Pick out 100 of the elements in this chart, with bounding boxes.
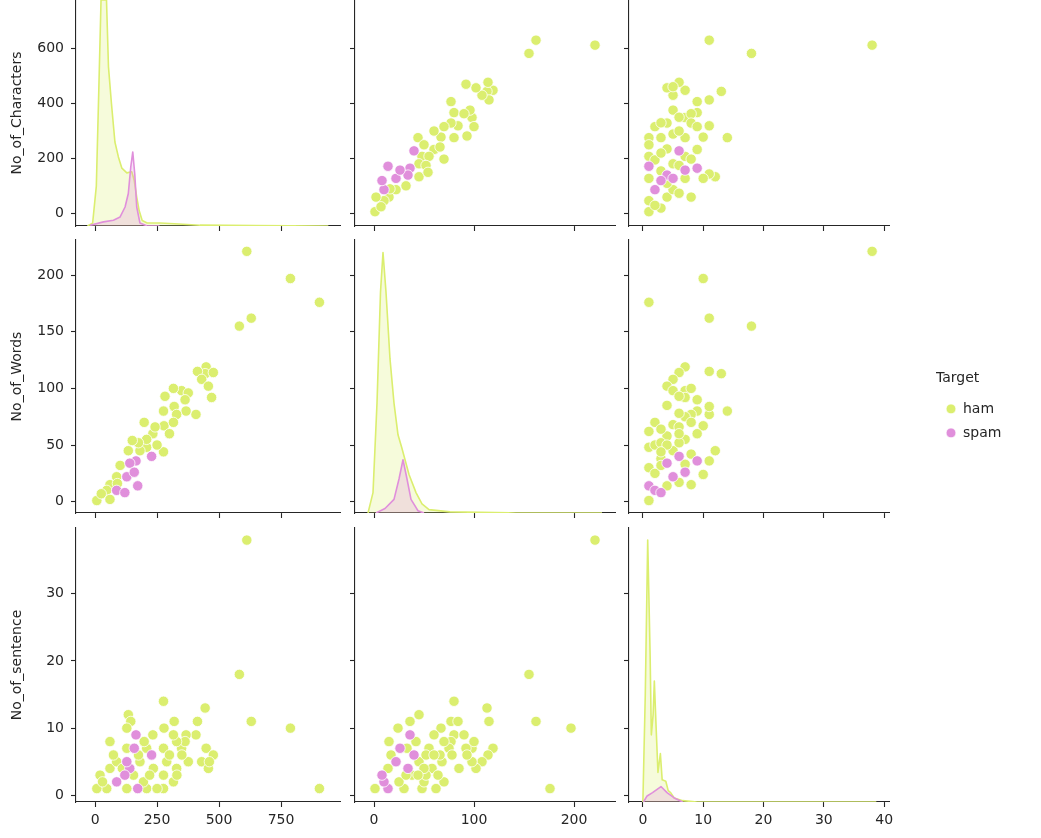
point [458,729,470,741]
x-tick-label: 40 [875,811,894,828]
point [655,423,667,435]
legend-title: Target [935,368,980,385]
x-tick-label: 500 [205,811,233,828]
point [95,488,107,500]
point [482,749,494,761]
point [643,494,655,507]
y-tick-label: 150 [37,322,64,339]
point [470,82,482,94]
point [168,715,180,728]
point [458,108,470,120]
point [685,448,697,460]
point [159,390,171,402]
point [151,782,163,795]
point [157,695,170,707]
point [233,320,245,332]
point [715,368,727,380]
point [191,715,204,728]
point [205,391,218,404]
point [124,457,136,469]
point [375,201,387,213]
point [418,139,430,151]
point [703,365,715,377]
legend-label: spam [963,423,1002,440]
point [691,143,703,156]
point [745,320,758,332]
point [284,722,297,734]
point [446,749,458,761]
x-tick-label: 30 [814,811,833,828]
y-axis-title: No_of_sentence [8,609,25,721]
point [448,695,460,707]
y-axis-title: No_of_Characters [8,51,25,175]
point [673,407,685,419]
point [179,394,191,406]
point [523,668,535,680]
point [147,729,159,741]
point [649,416,661,428]
point [138,416,150,428]
point [171,769,183,781]
point [245,312,257,324]
point [643,425,655,438]
point [104,735,116,748]
point [182,756,194,768]
point [655,446,667,458]
point [167,416,180,428]
point [428,749,440,761]
point [655,132,667,144]
point [438,735,450,748]
point [151,439,163,451]
point [523,47,535,59]
point [241,245,253,257]
point [180,405,192,417]
point [167,729,180,741]
point [709,445,721,457]
point [673,366,685,379]
point [866,39,878,51]
point [483,715,495,728]
point [649,199,661,211]
y-axis-title: No_of_Words [8,331,25,422]
x-tick-label: 20 [754,811,773,828]
x-tick-label: 0 [90,811,100,828]
x-tick-label: 750 [267,811,295,828]
point [661,480,673,492]
point [176,749,188,761]
x-tick-label: 0 [369,811,379,828]
point [643,139,655,151]
point [655,147,667,159]
point [96,776,109,788]
point [661,191,673,203]
point [667,172,679,184]
y-tick-label: 200 [37,149,64,166]
point [199,702,211,714]
point [104,762,116,775]
y-tick-label: 400 [37,94,64,111]
point [691,121,703,133]
point [589,39,601,51]
point [241,534,253,546]
y-tick-label: 20 [46,651,64,668]
point [685,416,697,428]
point [376,769,388,781]
point [434,141,446,153]
point [530,34,542,46]
point [673,187,685,199]
point [369,782,381,795]
point [565,722,577,734]
point [394,742,406,754]
point [673,390,685,402]
point [119,487,131,499]
point [691,162,703,174]
point [544,782,556,795]
point [107,749,120,761]
point [413,709,425,721]
point [313,296,326,308]
point [149,421,161,433]
x-tick-label: 0 [638,811,648,828]
point [111,776,123,788]
point [685,382,697,394]
point [392,722,404,734]
point [448,132,460,144]
